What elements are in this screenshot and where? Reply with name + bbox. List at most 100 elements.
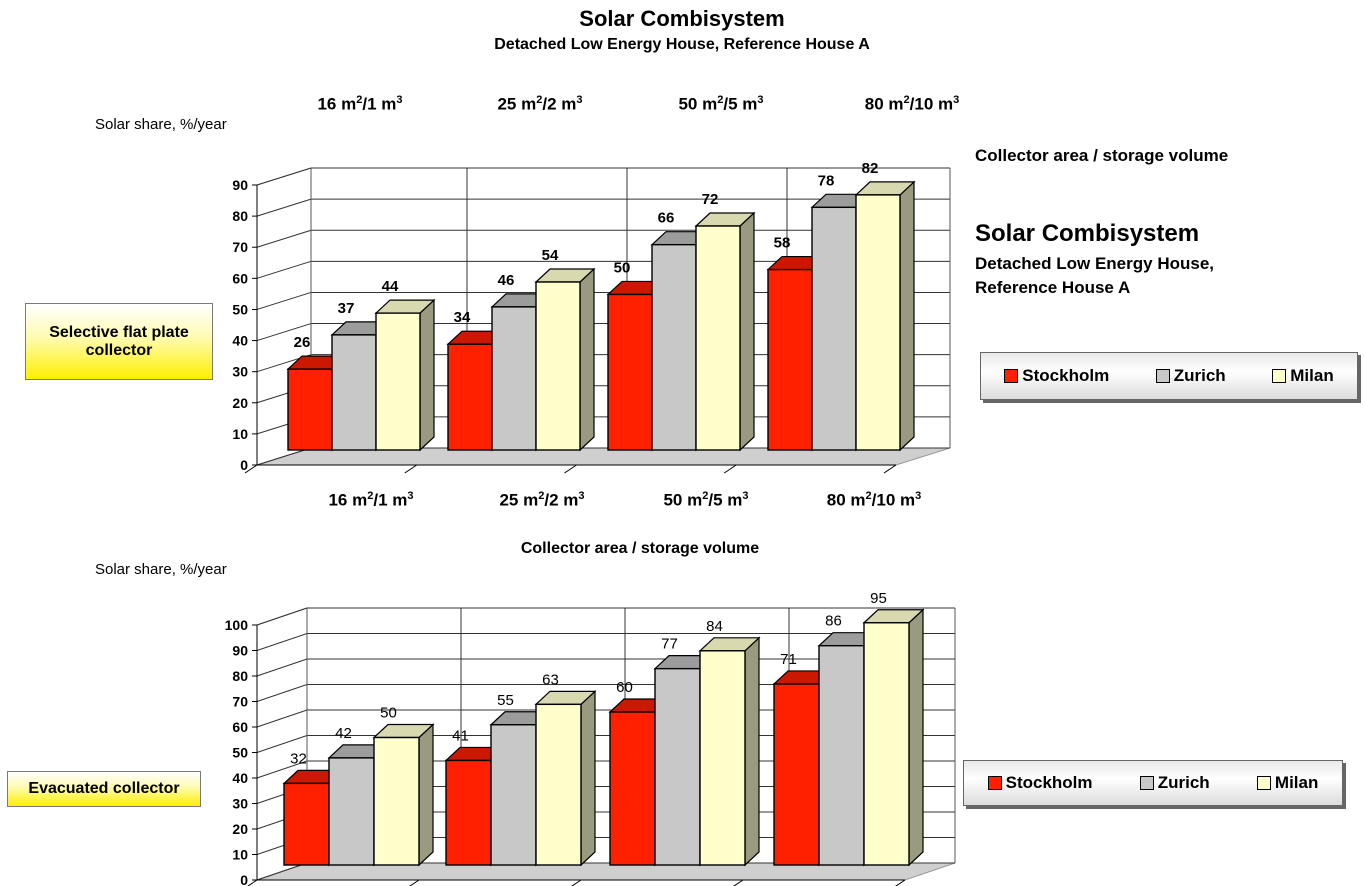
chart2-gridline [256, 709, 308, 728]
chart2-gridline [256, 760, 308, 779]
legend-item: Zurich [1155, 366, 1226, 386]
bar-side [579, 267, 595, 452]
legend-swatch-milan [1272, 369, 1287, 383]
chart1-gridline [256, 291, 312, 310]
chart1-top-category-label: 16 m2/1 m3 [317, 94, 403, 114]
chart2-ytick-label: 60 [232, 719, 248, 735]
chart2-ytick-label: 0 [240, 872, 248, 886]
chart2-ytick-label: 90 [232, 643, 248, 659]
bar-stockholm [609, 711, 656, 866]
chart2-ytick-label: 100 [225, 617, 249, 633]
chart2-xtick [247, 879, 258, 886]
chart1-gridline [256, 447, 312, 466]
chart1-bottom-category-label: 16 m2/1 m3 [328, 490, 414, 510]
chart1-top-category-label: 80 m2/10 m3 [864, 94, 960, 114]
chart1-top-category-label: 50 m2/5 m3 [678, 94, 764, 114]
legend-swatch-stockholm [987, 776, 1002, 790]
chart1-legend: Stockholm Zurich Milan [980, 352, 1358, 400]
bar-value-label: 46 [498, 272, 515, 289]
chart2-xtick [409, 879, 420, 886]
bar-value-label: 72 [702, 191, 719, 208]
bar-stockholm [283, 782, 330, 866]
bar-zurich [490, 724, 537, 866]
chart2-xtick [571, 879, 582, 886]
chart1-ytick-label: 50 [232, 301, 248, 317]
side-subtitle: Detached Low Energy House, Reference Hou… [975, 254, 1214, 297]
bar-side [418, 723, 434, 867]
chart1-gridline [256, 198, 312, 217]
chart2-ytick-label: 40 [232, 770, 248, 786]
bar-value-label: 50 [614, 259, 631, 276]
bar-milan [863, 622, 910, 866]
legend-swatch-zurich [1139, 776, 1154, 790]
bar-milan [699, 650, 746, 866]
chart2-gridline [256, 607, 308, 626]
chart1-ytick-label: 0 [240, 457, 248, 473]
bar-value-label: 71 [780, 651, 797, 668]
bar-value-label: 44 [382, 278, 399, 295]
bar-value-label: 60 [616, 679, 633, 696]
chart1-xtick [564, 464, 577, 474]
chart2-ytick-label: 50 [232, 745, 248, 761]
chart2-ytick-label: 10 [232, 847, 248, 863]
bar-milan [375, 312, 421, 451]
chart1-bottom-category-label: 80 m2/10 m3 [826, 490, 922, 510]
chart2-ytick-label: 80 [232, 668, 248, 684]
chart2-gridline [256, 658, 308, 677]
bar-zurich [651, 243, 697, 451]
bar-value-label: 63 [542, 671, 559, 688]
bar-value-label: 41 [452, 727, 469, 744]
chart1-gridline [256, 167, 312, 186]
bar-value-label: 77 [661, 636, 678, 653]
chart1-gridline [256, 323, 312, 342]
chart1-collector-label: Selective flat plate collector [25, 303, 213, 380]
bar-stockholm [607, 293, 653, 451]
bar-stockholm [287, 368, 333, 451]
bar-zurich [331, 334, 377, 451]
legend-swatch-zurich [1155, 369, 1170, 383]
bar-value-label: 78 [818, 172, 835, 189]
bar-value-label: 50 [380, 705, 397, 722]
bar-milan [855, 194, 901, 451]
bar-stockholm [445, 759, 492, 866]
bar-zurich [328, 757, 375, 866]
chart2-xtick [733, 879, 744, 886]
bar-side [419, 298, 435, 452]
legend-item: Stockholm [987, 773, 1093, 793]
chart1-bottom-category-label: 50 m2/5 m3 [663, 490, 749, 510]
chart1-xtick [404, 464, 418, 474]
chart1-gridline [256, 260, 312, 279]
bar-value-label: 26 [294, 334, 311, 351]
bar-value-label: 95 [870, 590, 887, 607]
bar-value-label: 84 [706, 618, 723, 635]
bar-stockholm [773, 683, 820, 866]
bar-value-label: 32 [290, 750, 307, 767]
side-title: Solar Combisystem [975, 220, 1200, 247]
bar-zurich [818, 645, 865, 866]
bar-value-label: 42 [335, 725, 352, 742]
chart1-ytick-label: 80 [232, 208, 248, 224]
bar-milan [535, 281, 581, 451]
bar-side [744, 636, 760, 867]
bar-side [908, 608, 924, 867]
chart1-ytick-label: 10 [232, 426, 248, 442]
chart2-gridline [256, 633, 308, 651]
chart2-xlabel: Collector area / storage volume [520, 540, 760, 557]
bar-stockholm [447, 343, 493, 451]
bar-value-label: 37 [338, 300, 355, 317]
chart1-top-category-label: 25 m2/2 m3 [497, 94, 583, 114]
chart1-xtick [723, 464, 737, 474]
chart2-legend: Stockholm Zurich Milan [963, 760, 1343, 806]
chart1-bottom-category-label: 25 m2/2 m3 [499, 490, 585, 510]
chart2-ytick-label: 20 [232, 821, 248, 837]
bar-zurich [811, 206, 857, 451]
bar-side [580, 689, 596, 867]
bar-zurich [491, 306, 537, 451]
bar-value-label: 66 [658, 210, 675, 227]
legend-item: Zurich [1139, 773, 1210, 793]
chart2-gridline [256, 862, 308, 881]
bar-zurich [654, 667, 701, 866]
bar-value-label: 58 [774, 235, 791, 252]
page-title: Solar Combisystem [579, 6, 785, 31]
bar-side [739, 211, 755, 452]
